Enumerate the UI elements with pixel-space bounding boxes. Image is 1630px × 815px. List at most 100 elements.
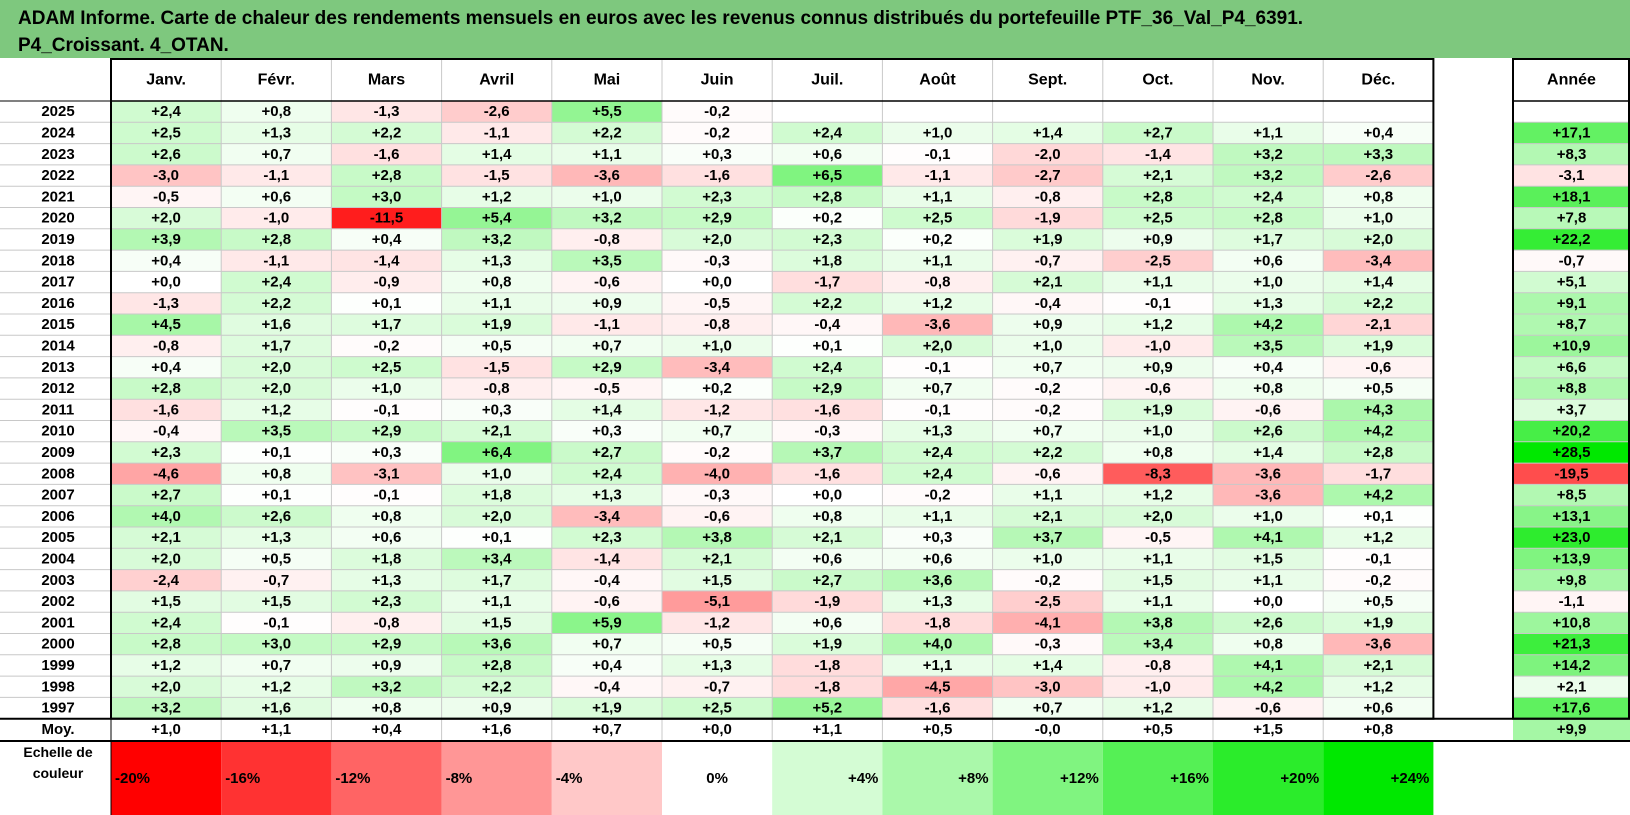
heat-cell: [331, 207, 442, 229]
cell-value: +0,8: [261, 465, 291, 482]
cell-value: +2,9: [372, 636, 402, 653]
heat-cell: [882, 250, 993, 272]
heat-cell: [551, 484, 662, 506]
heat-cell: [331, 101, 442, 123]
heat-cell: [331, 527, 442, 549]
heat-cell: [441, 569, 552, 591]
scale-swatch: [441, 742, 552, 815]
heat-cell: [441, 484, 552, 506]
cell-value: -0,3: [814, 423, 840, 440]
cell-value: -0,3: [704, 252, 730, 269]
row-label: 2011: [42, 401, 75, 418]
cell-value: +2,9: [592, 359, 622, 376]
cell-value: +0,4: [151, 359, 181, 376]
heat-cell: [662, 143, 773, 165]
year-cell: [1513, 633, 1630, 655]
cell-value: +1,7: [1253, 231, 1283, 248]
heat-cell: [111, 441, 222, 464]
cell-value: +1,3: [923, 593, 953, 610]
cell-value: -3,6: [925, 316, 951, 333]
heat-cell: [662, 377, 773, 400]
cell-value: +2,2: [372, 124, 402, 141]
cell-value: -1,6: [153, 401, 179, 418]
cell-value: +2,1: [1143, 167, 1173, 184]
cell-value: -2,5: [1145, 252, 1171, 269]
year-value: +2,1: [1557, 678, 1587, 695]
cell-value: +3,5: [1253, 337, 1283, 354]
heat-cell: [331, 164, 442, 187]
cell-value: +0,7: [1033, 359, 1063, 376]
cell-value: +3,5: [261, 423, 291, 440]
cell-value: -1,6: [814, 465, 840, 482]
cell-value: +0,9: [1143, 359, 1173, 376]
cell-value: +3,6: [923, 572, 953, 589]
column-header: Sept.: [1028, 72, 1067, 89]
heat-cell: [882, 377, 993, 400]
heat-cell: [221, 335, 332, 357]
heat-cell: [662, 633, 773, 655]
heat-cell: [331, 356, 442, 378]
cell-value: -0,6: [594, 274, 620, 291]
cell-value: -8,3: [1145, 465, 1171, 482]
average-label: Moy.: [41, 721, 74, 738]
scale-label: +4%: [848, 770, 878, 787]
heat-cell: [772, 164, 883, 187]
heat-cell: [1213, 335, 1324, 357]
cell-value: -0,5: [594, 380, 620, 397]
cell-value: +0,8: [1143, 444, 1173, 461]
cell-value: +1,2: [923, 295, 953, 312]
year-value: +17,1: [1553, 124, 1591, 141]
cell-value: +1,2: [261, 401, 291, 418]
heat-cell: [221, 399, 332, 421]
heat-cell: [662, 548, 773, 570]
heat-cell: [1213, 505, 1324, 527]
heat-cell: [992, 633, 1103, 655]
year-cell: [1513, 335, 1630, 357]
heat-cell: [992, 271, 1103, 293]
cell-value: +1,3: [482, 252, 512, 269]
cell-value: +2,8: [372, 167, 402, 184]
heat-cell: [221, 164, 332, 187]
cell-value: +5,9: [592, 614, 622, 631]
heat-cell: [1102, 420, 1213, 442]
cell-value: +1,0: [1033, 337, 1063, 354]
heat-cell: [111, 484, 222, 506]
cell-value: +2,6: [1253, 423, 1283, 440]
cell-value: +1,9: [812, 636, 842, 653]
year-cell: [1513, 377, 1630, 400]
row-label: 2017: [41, 274, 74, 291]
cell-value: -1,6: [814, 401, 840, 418]
cell-value: -1,8: [925, 614, 951, 631]
cell-value: +0,6: [812, 146, 842, 163]
heat-cell: [221, 420, 332, 442]
cell-value: +1,1: [1033, 487, 1063, 504]
cell-value: +2,6: [1253, 614, 1283, 631]
heat-cell: [1323, 164, 1434, 187]
heat-cell: [1213, 292, 1324, 314]
year-cell: [1513, 314, 1630, 336]
heat-cell: [1213, 186, 1324, 208]
cell-value: -0,4: [153, 423, 180, 440]
cell-value: +1,5: [261, 593, 291, 610]
cell-value: +0,3: [702, 146, 732, 163]
heat-cell: [221, 377, 332, 400]
heat-cell: [111, 186, 222, 208]
cell-value: +0,6: [812, 550, 842, 567]
heat-cell: [111, 377, 222, 400]
average-year-cell: [1513, 718, 1630, 740]
heat-cell: [1213, 548, 1324, 570]
cell-value: +1,9: [1033, 231, 1063, 248]
heat-cell: [1102, 186, 1213, 208]
cell-value: +3,7: [1033, 529, 1063, 546]
heat-cell: [882, 271, 993, 293]
cell-value: -3,6: [1255, 487, 1281, 504]
heat-cell: [772, 186, 883, 208]
cell-value: +1,1: [482, 295, 512, 312]
cell-value: +2,8: [151, 380, 181, 397]
average-value: +1,6: [482, 721, 512, 738]
heat-cell: [221, 590, 332, 613]
year-value: +13,9: [1553, 550, 1591, 567]
heat-cell: [882, 697, 993, 719]
cell-value: +2,0: [923, 337, 953, 354]
